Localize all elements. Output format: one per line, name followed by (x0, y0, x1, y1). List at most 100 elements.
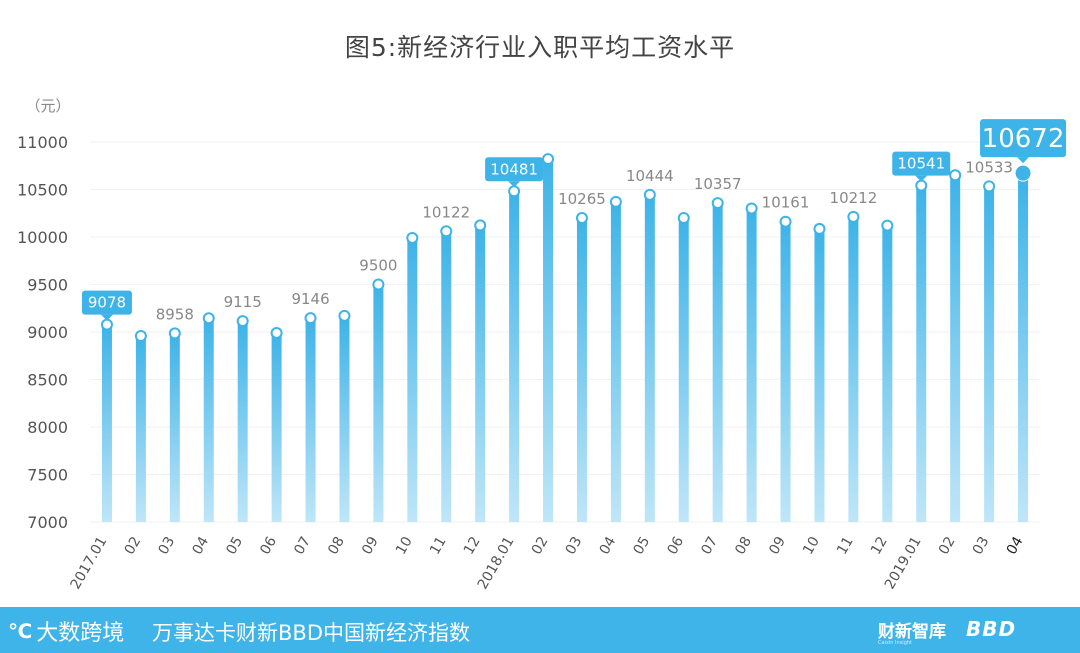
bar-marker (304, 312, 317, 325)
bar (305, 318, 316, 522)
footer-bar: ℃ 大数跨境 万事达卡财新BBD中国新经济指数 财新智库 Caixin Insi… (0, 607, 1080, 653)
bar (509, 191, 520, 522)
data-label: 9078 (88, 294, 126, 312)
y-tick-label: 7500 (27, 466, 68, 485)
footer-brand-caixin: 财新智库 Caixin Insight (878, 617, 946, 646)
y-tick-label: 9500 (27, 276, 68, 295)
bar (101, 324, 112, 522)
bar (746, 208, 757, 522)
data-label-tag-latest: 10672 (980, 119, 1067, 164)
footer-logo: ℃ 大数跨境 (8, 615, 124, 647)
data-label-tag-pointer (508, 181, 521, 188)
bar (339, 315, 350, 522)
bar-marker (745, 202, 758, 215)
data-label: 10444 (626, 167, 674, 185)
bar (135, 335, 146, 522)
bar-marker-latest (1014, 164, 1032, 182)
bar-marker (915, 179, 928, 192)
bar-marker (575, 212, 588, 224)
bar (203, 318, 214, 522)
x-tick-label: 12 (461, 534, 484, 557)
bar-marker (270, 326, 283, 339)
y-axis-unit: （元） (25, 97, 70, 115)
bar-marker (677, 212, 690, 224)
bar (610, 201, 621, 522)
data-label-tag-box (485, 157, 544, 182)
footer-brand-caixin-sub: Caixin Insight (878, 640, 912, 646)
footer-source: 万事达卡财新BBD中国新经济指数 (152, 621, 470, 645)
x-tick-label: 02 (529, 534, 552, 557)
bar-marker (236, 315, 249, 328)
x-tick-label: 03 (156, 534, 179, 557)
bar (576, 218, 587, 522)
bar-marker (202, 312, 215, 325)
bar-marker (406, 231, 419, 244)
bar-marker (542, 153, 555, 166)
data-label-tag-pointer (915, 175, 928, 182)
bar-marker (100, 318, 113, 331)
x-tick-label: 05 (223, 534, 246, 557)
data-label: 9115 (224, 293, 262, 311)
x-tick-label: 02 (122, 534, 145, 557)
bar-marker (609, 195, 622, 208)
bar (1018, 179, 1029, 522)
x-tick-label: 06 (664, 534, 687, 558)
bar (848, 216, 859, 523)
data-label-tag-box (892, 151, 951, 176)
x-tick-label: 04 (597, 534, 620, 558)
bar-marker (813, 222, 826, 235)
x-tick-label: 07 (698, 534, 721, 557)
bar (543, 159, 554, 522)
data-label: 10212 (830, 189, 878, 207)
data-label: 9146 (291, 290, 329, 308)
y-tick-label: 8000 (27, 418, 68, 437)
footer-logo-text: 大数跨境 (36, 621, 125, 646)
y-tick-label: 9000 (27, 323, 68, 342)
data-label: 10161 (762, 194, 810, 212)
x-tick-label: 04 (1004, 534, 1027, 558)
x-tick-label: 07 (291, 534, 314, 557)
x-tick-label: 08 (732, 534, 755, 557)
bar (780, 221, 791, 522)
x-tick-label: 10 (393, 534, 416, 557)
chart-title: 图5:新经济行业入职平均工资水平 (344, 33, 736, 62)
footer-brand-caixin-label: 财新智库 (878, 622, 946, 642)
bar-marker (881, 219, 894, 232)
x-tick-label: 2017.01 (68, 534, 111, 592)
bar (678, 218, 689, 522)
bar (814, 228, 825, 523)
x-tick-label: 08 (325, 534, 348, 557)
bar (169, 333, 180, 522)
bar (475, 225, 486, 522)
x-tick-label: 02 (936, 534, 959, 557)
y-tick-label: 7000 (27, 513, 68, 532)
data-label-tag-box (81, 290, 132, 315)
x-tick-label: 12 (868, 534, 891, 557)
bar (441, 231, 452, 523)
bar-marker (134, 329, 147, 342)
data-label-tag-pointer (1017, 157, 1030, 164)
x-tick-label: 03 (563, 534, 586, 557)
x-tick-label: 09 (359, 534, 382, 557)
bar-marker (949, 169, 962, 182)
thermometer-logo-icon: ℃ (8, 619, 33, 643)
data-label-tag: 9078 (81, 290, 132, 321)
data-label: 10122 (422, 203, 470, 221)
bar (373, 284, 384, 522)
x-tick-label: 05 (631, 534, 654, 557)
bar-marker (983, 180, 996, 193)
y-tick-label: 8500 (27, 371, 68, 390)
data-label: 10357 (694, 175, 742, 193)
bar (237, 321, 248, 522)
data-label-tag-box (980, 119, 1067, 158)
data-label-tag: 10481 (485, 157, 544, 188)
bar-marker (168, 327, 181, 340)
bar (916, 185, 927, 523)
bar (984, 186, 995, 523)
bar-chart: （元）7000750080008500900095001000010500110… (17, 97, 1067, 592)
bar (644, 194, 655, 522)
bar-marker (474, 219, 487, 232)
footer-brand-bbd: BBD (966, 617, 1017, 641)
bar-marker (338, 309, 351, 322)
bar-marker (372, 278, 385, 291)
